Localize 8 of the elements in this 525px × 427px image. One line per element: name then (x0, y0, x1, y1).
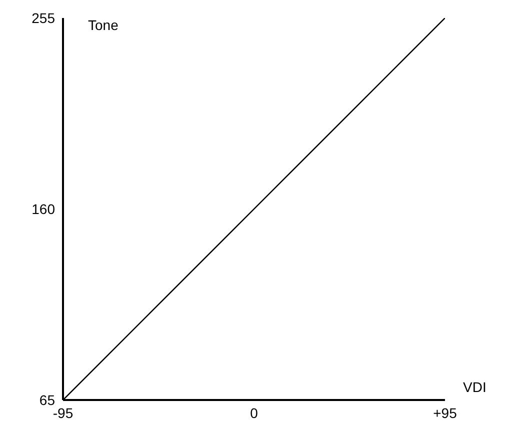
x-axis-title: VDI (463, 379, 486, 395)
x-tick-label: +95 (433, 404, 458, 421)
y-axis-title: Tone (88, 17, 119, 33)
y-tick-label: 255 (32, 10, 56, 26)
x-tick-label: 0 (250, 404, 258, 421)
y-tick-label: 65 (39, 392, 56, 408)
y-tick-label: 160 (32, 200, 56, 217)
x-tick-label: -95 (52, 404, 74, 421)
